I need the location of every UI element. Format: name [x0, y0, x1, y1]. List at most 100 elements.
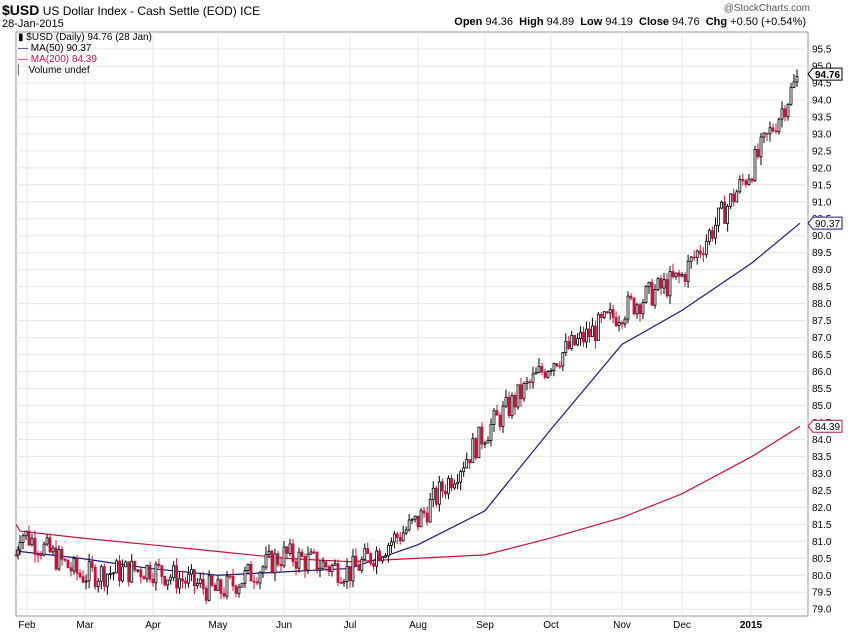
- candle-body: [695, 250, 699, 258]
- candle-body: [570, 334, 574, 349]
- x-tick-label: Feb: [18, 620, 36, 631]
- candle-body: [360, 559, 364, 571]
- symbol: $USD: [2, 2, 40, 18]
- candle-body: [689, 256, 693, 262]
- candle-body: [255, 581, 259, 584]
- candle-body: [42, 543, 46, 556]
- candle-body: [249, 563, 253, 582]
- candle-body: [81, 576, 85, 583]
- candle-body: [45, 537, 49, 545]
- candle-body: [324, 561, 328, 568]
- candle-body: [723, 201, 727, 224]
- candle-body: [431, 487, 435, 500]
- y-tick-label: 94.5: [812, 78, 832, 89]
- candle-body: [172, 565, 176, 578]
- y-tick-label: 92.5: [812, 146, 832, 157]
- candle-body: [501, 405, 505, 427]
- candle-body: [582, 331, 585, 343]
- candle-body: [294, 561, 298, 569]
- candle-body: [504, 396, 508, 407]
- candle-body: [585, 328, 588, 343]
- candle-body: [714, 224, 717, 239]
- candle-body: [381, 556, 384, 562]
- candle-body: [195, 583, 199, 586]
- last-price-tag-box: [807, 67, 843, 81]
- candle-body: [762, 132, 766, 138]
- candle-body: [738, 179, 742, 193]
- candle-body: [750, 178, 754, 182]
- candle-body: [720, 201, 723, 209]
- candle-body: [480, 426, 484, 445]
- candle-body: [30, 537, 34, 546]
- candle-body: [237, 586, 241, 594]
- candle-body: [477, 426, 481, 459]
- candle-body: [225, 575, 229, 597]
- ohlc-summary: Open 94.36 High 94.89 Low 94.19 Close 94…: [454, 16, 806, 28]
- legend-volume: ▏ Volume undef: [18, 65, 90, 76]
- candle-body: [187, 573, 190, 584]
- candle-body: [273, 553, 277, 574]
- candle-body: [444, 490, 447, 495]
- candle-body: [786, 103, 790, 118]
- y-tick-label: 81.5: [812, 520, 832, 531]
- candle-body: [282, 546, 286, 567]
- y-tick-label: 81.0: [812, 537, 832, 548]
- candle-body: [54, 547, 58, 570]
- y-tick-label: 95.0: [812, 61, 832, 72]
- candle-body: [96, 580, 100, 588]
- last-price-tag: 94.76: [815, 70, 840, 81]
- candle-body: [437, 481, 441, 505]
- candle-body: [300, 551, 304, 557]
- chg-value: +0.50 (+0.54%): [730, 16, 806, 28]
- candle-body: [21, 535, 25, 543]
- candle-body: [315, 551, 319, 571]
- candle-body: [99, 566, 103, 582]
- candle-body: [561, 352, 565, 367]
- candle-body: [765, 132, 769, 135]
- candle-body: [698, 250, 702, 255]
- y-tick-label: 91.0: [812, 197, 832, 208]
- candle-body: [318, 567, 322, 571]
- candle-body: [522, 383, 526, 400]
- y-tick-label: 93.5: [812, 112, 832, 123]
- candle-body: [513, 395, 517, 408]
- candle-body: [339, 581, 343, 584]
- candle-body: [771, 127, 775, 132]
- candle-body: [732, 193, 736, 203]
- y-tick-label: 79.5: [812, 588, 832, 599]
- chart-title: $USD US Dollar Index - Cash Settle (EOD)…: [2, 2, 260, 18]
- ma50-tag-box: [807, 216, 843, 230]
- candle-body: [677, 272, 681, 277]
- candle-body: [434, 487, 438, 505]
- candle-body: [519, 384, 523, 400]
- candle-body: [231, 576, 235, 587]
- y-tick-label: 85.0: [812, 401, 832, 412]
- candle-body: [756, 149, 760, 158]
- candle-body: [395, 533, 399, 538]
- candle-body: [102, 566, 106, 587]
- candle-body: [139, 569, 143, 578]
- candle-body: [312, 551, 316, 554]
- candle-body: [243, 569, 247, 584]
- x-tick-label: Aug: [409, 620, 427, 631]
- candle-body: [133, 560, 137, 571]
- candle-body: [33, 537, 37, 555]
- candle-body: [665, 279, 669, 297]
- candle-body: [593, 325, 597, 341]
- y-tick-label: 90.0: [812, 231, 832, 242]
- candle-body: [641, 302, 645, 315]
- y-tick-label: 82.5: [812, 486, 832, 497]
- candle-body: [201, 578, 205, 589]
- instrument-name: US Dollar Index - Cash Settle (EOD): [42, 4, 237, 18]
- candle-body: [384, 555, 387, 558]
- candle-body: [36, 553, 40, 556]
- y-tick-label: 88.5: [812, 282, 832, 293]
- candle-body: [24, 530, 28, 537]
- candle-body: [228, 575, 232, 578]
- candle-body: [413, 515, 417, 520]
- exchange: ICE: [240, 4, 261, 18]
- candle-body: [704, 240, 708, 255]
- candle-body: [285, 546, 289, 554]
- candle-body: [647, 281, 651, 288]
